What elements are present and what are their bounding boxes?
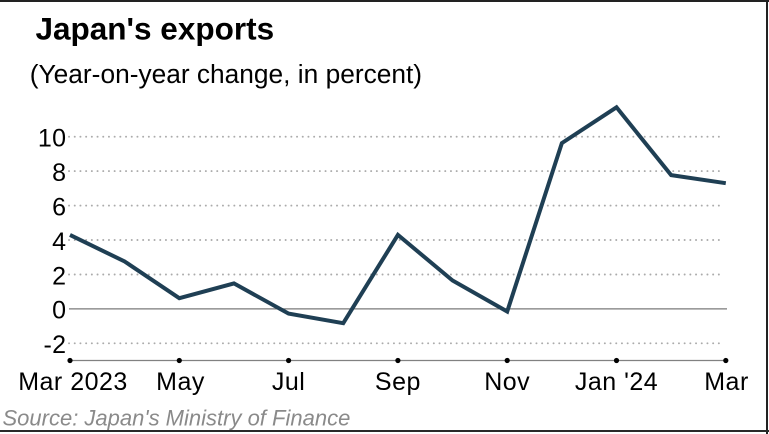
svg-text:Source: Japan's Ministry of Fi: Source: Japan's Ministry of Finance [3,405,351,430]
svg-text:Jan '24: Jan '24 [575,368,658,396]
svg-text:8: 8 [52,159,66,187]
svg-text:10: 10 [38,125,66,153]
svg-text:Nov: Nov [484,368,530,396]
svg-text:4: 4 [52,228,66,256]
svg-text:-2: -2 [43,331,66,359]
svg-text:6: 6 [52,193,66,221]
svg-text:Japan's exports: Japan's exports [36,10,275,46]
svg-text:Jul: Jul [272,368,305,396]
svg-text:May: May [156,368,205,396]
svg-text:Sep: Sep [375,368,421,396]
svg-text:0: 0 [52,297,66,325]
svg-text:Mar 2023: Mar 2023 [18,368,128,396]
svg-text:2: 2 [52,262,66,290]
svg-text:Mar: Mar [704,368,749,396]
svg-text:(Year-on-year change, in perce: (Year-on-year change, in percent) [30,59,422,89]
